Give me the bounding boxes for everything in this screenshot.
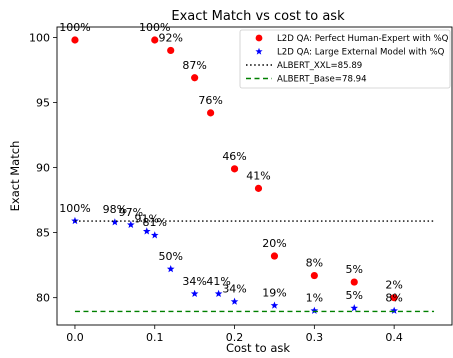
data-point: [207, 109, 215, 117]
x-tick-label: 0.2: [226, 331, 244, 344]
y-tick-label: 100: [29, 31, 50, 44]
data-point: [150, 231, 159, 239]
legend-label: L2D QA: Large External Model with %Q: [277, 48, 445, 58]
data-point: [270, 252, 279, 260]
data-point: [230, 297, 239, 305]
legend-marker: [255, 34, 263, 42]
data-label: 100%: [59, 202, 90, 215]
data-point: [310, 306, 319, 314]
data-point: [230, 165, 239, 173]
plot-frame: [56, 26, 453, 326]
chart-title: Exact Match vs cost to ask: [171, 9, 345, 24]
data-point: [310, 271, 318, 280]
data-point: [390, 294, 398, 302]
data-label: 76%: [198, 94, 222, 107]
data-label: 41%: [246, 169, 270, 182]
data-point: [190, 289, 199, 297]
data-point: [254, 184, 263, 192]
data-point: [111, 218, 119, 226]
data-label: 91%: [135, 212, 159, 225]
legend-label: ALBERT_XXL=85.89: [277, 61, 362, 71]
data-label: 81%: [143, 216, 167, 229]
legend-label: L2D QA: Perfect Human-Expert with %Q: [277, 34, 449, 44]
data-point: [390, 306, 398, 314]
y-tick-label: 90: [36, 162, 50, 175]
data-label: 98%: [103, 203, 127, 216]
data-point: [142, 227, 151, 235]
data-label: 34%: [222, 283, 246, 296]
data-label: 34%: [182, 275, 206, 288]
x-tick-label: 0.4: [385, 331, 403, 344]
legend-label: ALBERT_Base=78.94: [277, 75, 367, 85]
data-label: 2%: [385, 279, 402, 292]
data-point: [350, 278, 358, 286]
data-point: [151, 36, 159, 44]
data-label: 19%: [262, 286, 286, 299]
y-tick-label: 85: [36, 227, 50, 240]
data-label: 20%: [262, 237, 286, 250]
data-label: 92%: [158, 31, 182, 44]
x-axis-label: Cost to ask: [226, 341, 290, 355]
x-tick-label: 0.0: [66, 331, 84, 344]
data-point: [167, 46, 175, 55]
data-point: [166, 265, 175, 273]
y-axis-label: Exact Match: [8, 141, 22, 212]
data-label: 100%: [59, 21, 90, 34]
data-label: 87%: [182, 59, 206, 72]
data-label: 100%: [139, 21, 170, 34]
data-point: [127, 220, 135, 229]
data-label: 46%: [222, 150, 246, 163]
data-label: 8%: [385, 292, 402, 305]
x-tick-label: 0.3: [306, 331, 324, 344]
data-label: 5%: [346, 289, 363, 302]
y-tick-label: 80: [36, 292, 50, 305]
data-point: [191, 74, 199, 82]
legend-marker: [255, 47, 263, 55]
data-point: [71, 36, 79, 44]
data-label: 97%: [119, 206, 143, 219]
data-label: 50%: [158, 250, 182, 263]
data-label: 41%: [206, 275, 230, 288]
legend: L2D QA: Perfect Human-Expert with %Q L2D …: [239, 29, 451, 89]
data-label: 5%: [346, 263, 363, 276]
y-tick-label: 95: [36, 96, 50, 109]
x-tick-label: 0.1: [146, 331, 164, 344]
data-point: [350, 304, 359, 312]
data-label: 8%: [306, 257, 323, 270]
legend-box: [239, 29, 451, 89]
data-point: [214, 289, 223, 297]
data-label: 1%: [306, 292, 323, 305]
data-point: [270, 301, 279, 309]
